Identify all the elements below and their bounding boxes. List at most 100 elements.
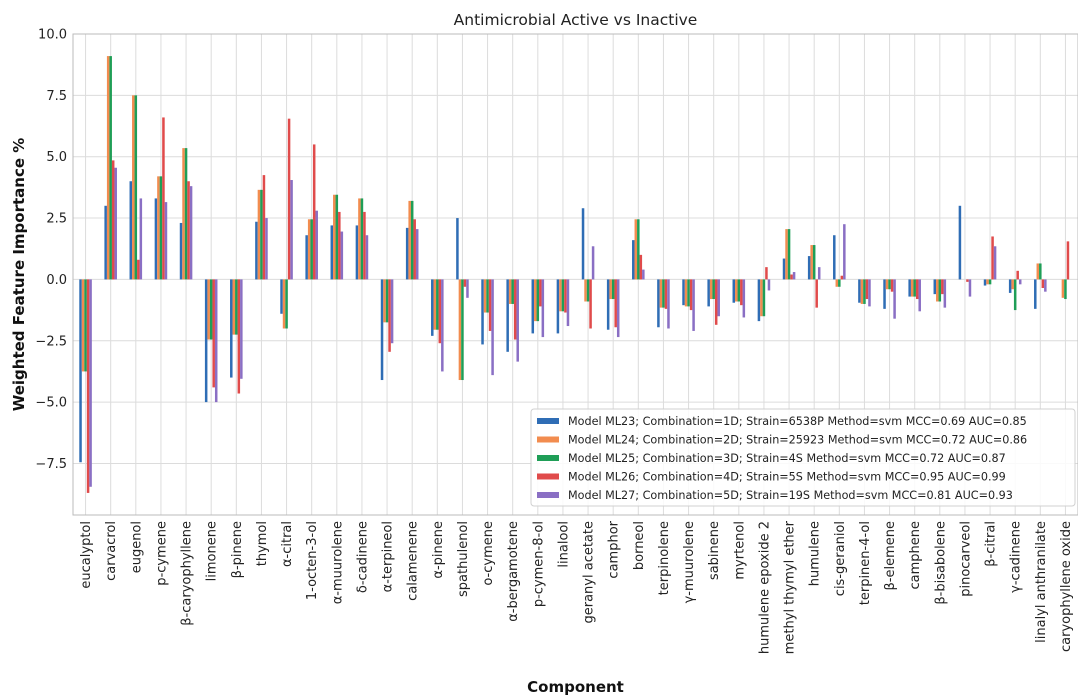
x-tick-label: sabinene bbox=[707, 521, 722, 580]
x-axis-label: Component bbox=[527, 678, 624, 696]
bar bbox=[888, 279, 891, 290]
chart-title: Antimicrobial Active vs Inactive bbox=[454, 11, 698, 29]
bar bbox=[790, 274, 793, 280]
bar bbox=[883, 279, 886, 309]
x-tick-label: myrtenol bbox=[732, 521, 747, 580]
bar bbox=[737, 279, 741, 302]
bar bbox=[936, 279, 939, 302]
bar bbox=[187, 181, 190, 280]
bar bbox=[835, 279, 839, 287]
bar bbox=[1016, 270, 1019, 280]
bar bbox=[792, 272, 796, 280]
y-tick-label: 7.5 bbox=[46, 89, 67, 104]
bar bbox=[807, 256, 811, 280]
bar bbox=[335, 194, 339, 280]
bar bbox=[380, 279, 384, 381]
bar bbox=[958, 205, 962, 280]
x-tick-label: o-cymene bbox=[481, 521, 496, 586]
bar bbox=[757, 279, 761, 322]
bar bbox=[817, 267, 821, 280]
bar bbox=[204, 279, 208, 403]
bar bbox=[305, 235, 308, 280]
bar bbox=[162, 117, 165, 280]
bar bbox=[189, 186, 193, 280]
bar bbox=[157, 176, 160, 280]
bar bbox=[312, 144, 316, 280]
bar bbox=[230, 279, 233, 378]
bar bbox=[408, 200, 411, 280]
bar bbox=[993, 246, 997, 280]
bar bbox=[868, 279, 871, 307]
x-tick-label: terpinen-4-ol bbox=[858, 521, 873, 605]
bar bbox=[838, 279, 841, 287]
bar bbox=[667, 279, 670, 329]
bar bbox=[815, 279, 818, 308]
bar bbox=[918, 279, 921, 312]
bar bbox=[915, 279, 919, 300]
bar bbox=[114, 167, 117, 280]
bar bbox=[913, 279, 916, 297]
bar bbox=[812, 245, 816, 280]
bar bbox=[732, 279, 736, 303]
bar bbox=[833, 235, 836, 280]
bar bbox=[491, 279, 494, 376]
bar bbox=[413, 219, 416, 280]
bar bbox=[735, 279, 738, 302]
bar bbox=[986, 279, 989, 285]
legend-label: Model ML26; Combination=4D; Strain=5S Me… bbox=[568, 471, 1006, 484]
bar bbox=[461, 279, 464, 381]
legend-swatch bbox=[537, 455, 559, 461]
bar bbox=[943, 279, 947, 308]
bar bbox=[740, 279, 743, 306]
bar bbox=[561, 279, 565, 312]
bar bbox=[692, 279, 695, 331]
bar bbox=[556, 279, 560, 334]
bar bbox=[466, 279, 469, 298]
bar bbox=[441, 279, 444, 372]
bar bbox=[1039, 263, 1042, 280]
bars-layer bbox=[79, 56, 1070, 493]
bar bbox=[285, 279, 288, 329]
bar bbox=[255, 221, 258, 280]
bar bbox=[81, 279, 85, 372]
bar bbox=[611, 279, 615, 300]
x-tick-label: linalyl anthranilate bbox=[1034, 521, 1049, 643]
bar bbox=[179, 222, 183, 280]
bar bbox=[385, 279, 389, 323]
bar bbox=[159, 176, 163, 280]
bar bbox=[358, 198, 361, 280]
bar bbox=[86, 279, 90, 493]
bar bbox=[431, 279, 434, 336]
x-tick-label: α-citral bbox=[280, 521, 295, 567]
bar bbox=[941, 279, 944, 295]
bar bbox=[405, 227, 409, 280]
bar bbox=[262, 175, 266, 280]
x-tick-label: methyl thymyl ether bbox=[783, 520, 798, 654]
bar bbox=[890, 279, 894, 292]
bar bbox=[207, 279, 210, 340]
bar bbox=[616, 279, 620, 338]
bar bbox=[642, 269, 645, 280]
bar bbox=[714, 279, 718, 325]
y-tick-label: 0.0 bbox=[46, 273, 67, 288]
x-tick-label: α-muurolene bbox=[330, 521, 345, 604]
bar bbox=[566, 279, 570, 327]
bar bbox=[436, 279, 439, 330]
bar bbox=[1044, 279, 1047, 292]
bar bbox=[634, 219, 638, 280]
x-tick-label: thymol bbox=[255, 521, 270, 566]
x-tick-label: p-cymen-8-ol bbox=[531, 521, 546, 607]
bar bbox=[910, 279, 914, 297]
bar bbox=[307, 219, 311, 280]
bar bbox=[787, 229, 791, 280]
x-tick-label: terpinolene bbox=[657, 521, 672, 595]
x-tick-label: calamenene bbox=[406, 521, 421, 601]
bar bbox=[991, 236, 994, 280]
bar bbox=[1034, 279, 1037, 309]
bar bbox=[785, 229, 788, 280]
bar bbox=[506, 279, 509, 352]
bar bbox=[340, 231, 344, 280]
bar bbox=[782, 258, 786, 280]
bar bbox=[742, 279, 746, 318]
bar bbox=[486, 279, 489, 313]
